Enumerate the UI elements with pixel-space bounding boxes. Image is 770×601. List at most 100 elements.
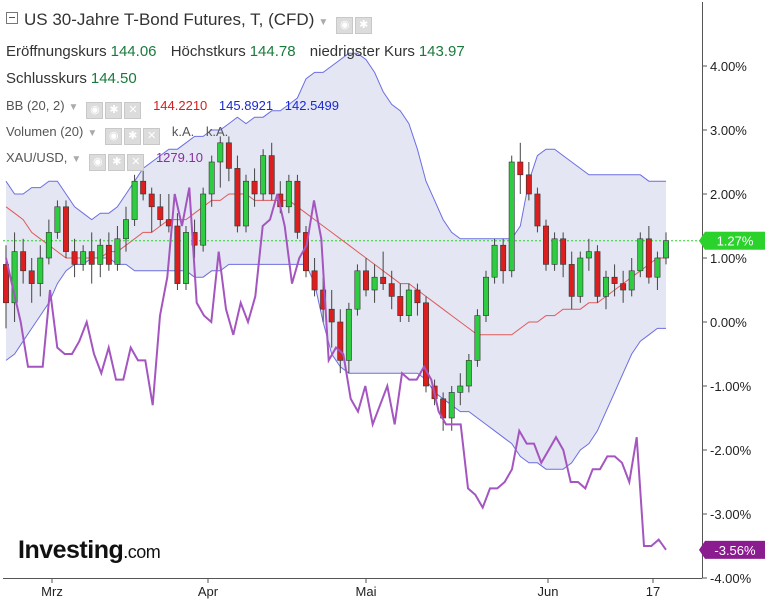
candle bbox=[508, 155, 515, 278]
y-tick-label: 4.00% bbox=[710, 59, 747, 74]
candle bbox=[465, 354, 472, 393]
chevron-down-icon[interactable]: ▼ bbox=[71, 154, 82, 165]
candle bbox=[268, 142, 275, 201]
volume-value-b: k.A. bbox=[205, 124, 229, 139]
candle bbox=[251, 168, 258, 207]
y-tick-label: -3.00% bbox=[710, 507, 752, 522]
candle bbox=[88, 232, 95, 284]
candle bbox=[45, 219, 52, 265]
candle-body bbox=[551, 238, 558, 265]
close-label: Schlusskurs bbox=[6, 70, 87, 87]
candle bbox=[80, 245, 87, 271]
candle-body bbox=[294, 180, 301, 233]
candle-body bbox=[517, 161, 524, 176]
candle-body bbox=[345, 308, 352, 361]
candle bbox=[594, 245, 601, 303]
candle bbox=[568, 251, 575, 310]
candle bbox=[474, 309, 481, 367]
candle-body bbox=[63, 206, 69, 252]
candle bbox=[311, 258, 318, 297]
bb-mid-value: 144.2210 bbox=[153, 98, 208, 113]
candle-body bbox=[183, 232, 189, 284]
eye-icon[interactable]: ◉ bbox=[105, 128, 123, 145]
candle-body bbox=[45, 232, 52, 259]
gear-icon[interactable]: ✱ bbox=[124, 128, 142, 145]
chevron-down-icon[interactable]: ▼ bbox=[87, 128, 98, 139]
candle bbox=[491, 238, 498, 284]
candle-body bbox=[268, 155, 275, 195]
candle-body bbox=[123, 219, 129, 240]
candle-body bbox=[560, 238, 567, 265]
ohlc-row: Eröffnungskurs 144.06 Höchstkurs 144.78 ni… bbox=[6, 43, 475, 60]
eye-icon[interactable]: ◉ bbox=[86, 102, 104, 119]
candle bbox=[414, 283, 421, 316]
candle-body bbox=[543, 225, 549, 265]
chevron-down-icon[interactable]: ▼ bbox=[68, 102, 79, 113]
candle-body bbox=[525, 174, 532, 195]
candle-body bbox=[251, 180, 258, 195]
candle bbox=[637, 232, 644, 278]
eye-icon[interactable]: ◉ bbox=[89, 154, 107, 171]
candle bbox=[354, 264, 361, 316]
candle-body bbox=[568, 264, 575, 297]
candle bbox=[337, 309, 344, 374]
candle bbox=[448, 386, 455, 431]
y-tick-label: -2.00% bbox=[710, 443, 752, 458]
high-label: Höchstkurs bbox=[170, 43, 246, 60]
candle-body bbox=[620, 283, 627, 291]
y-tick-label: -4.00% bbox=[710, 571, 752, 586]
candle-body bbox=[285, 180, 292, 208]
close-icon[interactable]: ✕ bbox=[143, 128, 161, 145]
candle bbox=[328, 290, 335, 348]
eye-icon[interactable]: ◉ bbox=[336, 17, 354, 34]
candle-body bbox=[465, 360, 472, 387]
candle bbox=[157, 194, 164, 226]
candle-body bbox=[654, 257, 661, 278]
candle bbox=[363, 258, 369, 297]
gear-icon[interactable]: ✱ bbox=[355, 17, 373, 34]
y-tick-label: 0.00% bbox=[710, 315, 747, 330]
collapse-icon[interactable] bbox=[6, 12, 18, 24]
candle bbox=[525, 162, 532, 201]
candle bbox=[345, 302, 352, 374]
candle bbox=[123, 206, 129, 252]
candle bbox=[423, 296, 429, 393]
x-tick-label: Mai bbox=[356, 584, 377, 599]
candle bbox=[105, 232, 112, 271]
candle-body bbox=[397, 296, 404, 316]
candle-body bbox=[663, 240, 669, 259]
candle-body bbox=[388, 283, 395, 297]
candle bbox=[183, 226, 189, 290]
candle bbox=[585, 238, 592, 271]
low-value: 143.97 bbox=[418, 43, 465, 60]
last-value-label-arrow bbox=[699, 231, 705, 250]
x-tick-label: Jun bbox=[538, 584, 559, 599]
candle-body bbox=[200, 193, 207, 246]
candle-body bbox=[28, 270, 35, 284]
candle-body bbox=[423, 302, 429, 387]
candle-body bbox=[380, 276, 387, 284]
open-label: Eröffnungskurs bbox=[6, 43, 107, 60]
candle bbox=[483, 270, 489, 322]
gear-icon[interactable]: ✱ bbox=[105, 102, 123, 119]
candle bbox=[174, 213, 181, 290]
candle-body bbox=[11, 251, 18, 304]
y-tick-label: 1.00% bbox=[710, 251, 747, 266]
investing-logo: Investing.com bbox=[18, 536, 161, 565]
candle-body bbox=[594, 251, 601, 297]
candle bbox=[294, 174, 301, 239]
candle bbox=[603, 270, 609, 310]
candle bbox=[54, 200, 61, 239]
candle-body bbox=[80, 251, 87, 265]
close-icon[interactable]: ✕ bbox=[127, 154, 145, 171]
chevron-down-icon[interactable]: ▼ bbox=[318, 17, 329, 28]
candle-body bbox=[71, 251, 78, 265]
candle-body bbox=[457, 385, 464, 393]
gear-icon[interactable]: ✱ bbox=[108, 154, 126, 171]
close-icon[interactable]: ✕ bbox=[124, 102, 142, 119]
candle-body bbox=[260, 155, 267, 195]
candle bbox=[243, 174, 249, 233]
candle bbox=[380, 251, 387, 290]
candle bbox=[388, 270, 395, 310]
